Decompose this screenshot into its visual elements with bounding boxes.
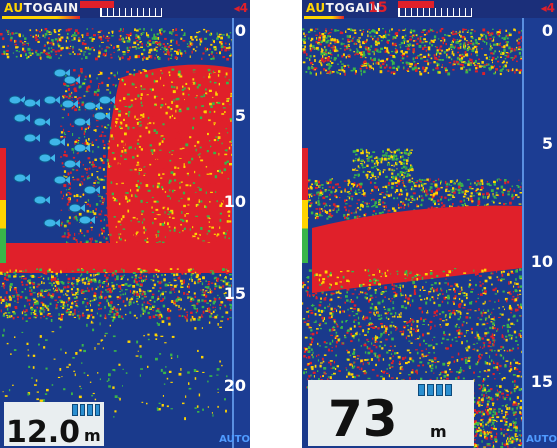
fish-icon xyxy=(63,75,80,85)
signal-gauge xyxy=(302,148,308,263)
fish-icon xyxy=(98,95,115,105)
fish-icon xyxy=(61,99,78,109)
depth-readout: 12.0 xyxy=(6,415,81,448)
bottom-echo-band xyxy=(0,243,232,273)
echo-speckle xyxy=(472,388,522,448)
signal-gauge xyxy=(0,148,6,263)
sonar-echogram-left xyxy=(0,18,232,448)
depth-tick-5: 5 xyxy=(234,106,246,125)
fish-icon xyxy=(78,215,95,225)
echo-speckle xyxy=(302,28,522,76)
depth-readout-box: 12.0 m xyxy=(4,402,104,448)
range-arrow: ◂4 xyxy=(233,1,248,15)
fish-icon xyxy=(83,185,100,195)
sonar-panel-left: AUTOGAIN ◂4 0 5 10 15 20 AUTO 12.0 m xyxy=(0,0,250,448)
top-status-bar: AUTOGAIN ◂4 xyxy=(0,0,250,19)
fish-icon xyxy=(33,117,50,127)
gain-value: 15 xyxy=(368,0,388,16)
depth-readout-box: 73 m xyxy=(308,380,474,446)
fish-icon xyxy=(63,159,80,169)
fish-icon xyxy=(53,175,70,185)
echo-speckle xyxy=(352,148,414,180)
fish-icon xyxy=(38,153,55,163)
depth-tick-5: 5 xyxy=(541,134,553,153)
fish-icon xyxy=(93,111,110,121)
depth-tick-20: 20 xyxy=(223,376,246,395)
sonar-echogram-right xyxy=(302,18,522,448)
gain-level-bar xyxy=(80,1,114,8)
mode-indicator: AUTO xyxy=(219,434,250,445)
fish-icon xyxy=(83,101,100,111)
depth-tick-0: 0 xyxy=(541,21,553,40)
echo-mass xyxy=(106,64,232,244)
fish-icon xyxy=(43,95,60,105)
battery-icon xyxy=(72,404,100,416)
depth-tick-15: 15 xyxy=(223,284,246,303)
fish-icon xyxy=(73,143,90,153)
fish-icon xyxy=(23,98,40,108)
depth-tick-15: 15 xyxy=(530,372,553,391)
gain-ruler xyxy=(398,8,472,17)
autogain-label: AUTOGAIN xyxy=(306,1,381,15)
fish-icon xyxy=(68,203,85,213)
depth-tick-0: 0 xyxy=(234,21,246,40)
depth-scale: 0 5 10 15 AUTO xyxy=(522,18,557,448)
top-status-bar: AUTOGAIN 15 ◂4 xyxy=(302,0,557,19)
echo-mass xyxy=(312,205,522,293)
fish-icon xyxy=(13,173,30,183)
depth-unit: m xyxy=(430,422,447,441)
fish-icon xyxy=(48,137,65,147)
range-arrow: ◂4 xyxy=(540,1,555,15)
battery-icon xyxy=(418,384,452,396)
depth-tick-10: 10 xyxy=(223,192,246,211)
autogain-label: AUTOGAIN xyxy=(4,1,79,15)
mode-indicator: AUTO xyxy=(526,434,557,445)
depth-readout: 73 xyxy=(328,390,398,448)
depth-scale: 0 5 10 15 20 AUTO xyxy=(219,18,250,448)
echo-speckle xyxy=(0,28,232,61)
gain-level-bar xyxy=(398,1,434,8)
sonar-panel-right: AUTOGAIN 15 ◂4 0 5 10 15 AUTO 73 m xyxy=(302,0,557,448)
fish-icon xyxy=(53,68,70,78)
fish-icon xyxy=(73,117,90,127)
fish-icon xyxy=(33,195,50,205)
fish-icon xyxy=(23,133,40,143)
gain-color-strip xyxy=(2,16,80,19)
gain-ruler xyxy=(100,8,162,17)
depth-unit: m xyxy=(84,426,101,445)
fish-icon xyxy=(13,113,30,123)
depth-tick-10: 10 xyxy=(530,252,553,271)
gain-color-strip xyxy=(304,16,344,19)
echo-speckle xyxy=(0,268,232,321)
fish-icon xyxy=(43,218,60,228)
